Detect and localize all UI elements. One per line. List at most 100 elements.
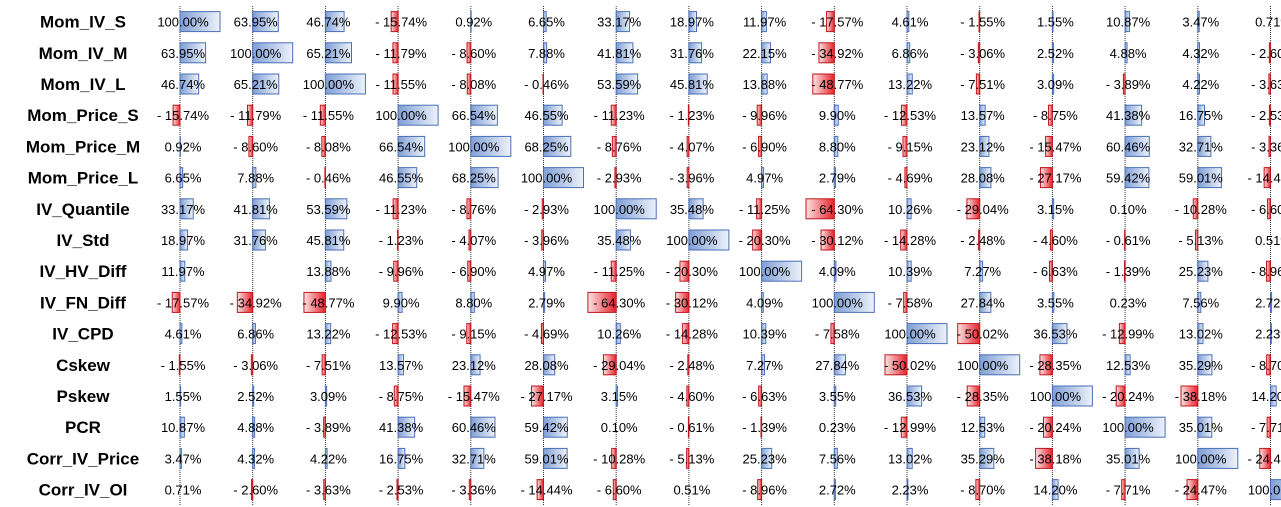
data-bar-negative	[1195, 229, 1199, 251]
data-bar-positive	[179, 11, 221, 33]
cell-value: - 4.69%	[888, 171, 933, 186]
data-bar-positive	[833, 135, 839, 157]
data-bar-positive	[324, 73, 366, 95]
data-bar-positive	[615, 73, 639, 95]
data-bar-positive	[470, 104, 498, 126]
data-bar-negative	[248, 135, 254, 157]
data-bar-negative	[1039, 167, 1053, 189]
cell-value: 2.52%	[237, 389, 274, 404]
cell-value: 33.17%	[161, 202, 206, 217]
cell-value: - 64.30%	[593, 295, 645, 310]
data-bar-positive	[543, 104, 563, 126]
data-bar-positive	[615, 42, 634, 64]
cell-value: 41.38%	[379, 420, 424, 435]
cell-value: 46.55%	[524, 108, 569, 123]
cell-value: - 30.12%	[811, 233, 863, 248]
cell-value: 100.00%	[1030, 389, 1082, 404]
data-bar-negative	[1186, 479, 1199, 501]
data-bar-positive	[833, 104, 839, 126]
data-bar-negative	[1268, 73, 1272, 95]
cell-value: - 8.70%	[1251, 358, 1281, 373]
row-label: Mom_IV_S	[40, 13, 126, 32]
cell-value: 59.42%	[524, 420, 569, 435]
data-bar-negative	[686, 447, 690, 469]
cell-value: 2.72%	[1255, 295, 1281, 310]
cell-value: - 14.28%	[666, 327, 718, 342]
data-bar-positive	[1270, 291, 1273, 313]
data-bar-negative	[1266, 416, 1271, 438]
data-bar-negative	[805, 198, 835, 220]
cell-value: - 5.13%	[669, 451, 714, 466]
data-bar-positive	[688, 42, 703, 64]
row-label: Mom_Price_L	[28, 169, 139, 188]
data-bar-positive	[1124, 416, 1166, 438]
data-bar-negative	[966, 198, 981, 220]
cell-value: 100.00%	[157, 15, 209, 30]
cell-value: - 4.69%	[524, 327, 569, 342]
row-label: IV_CPD	[52, 325, 113, 344]
data-bar-positive	[1197, 104, 1206, 126]
data-bar-negative	[826, 11, 835, 33]
cell-value: 100.00%	[303, 77, 355, 92]
cell-value: 63.95%	[161, 46, 206, 61]
data-bar-positive	[470, 167, 499, 189]
cell-value: - 20.24%	[1029, 420, 1081, 435]
cell-value: 100.00%	[521, 171, 573, 186]
data-bar-positive	[833, 447, 838, 469]
cell-value: - 8.60%	[451, 46, 496, 61]
data-bar-negative	[466, 198, 472, 220]
data-bar-negative	[1259, 447, 1271, 469]
data-bar-negative	[463, 385, 472, 407]
data-bar-positive	[179, 167, 184, 189]
data-bar-negative	[1266, 354, 1271, 376]
data-bar-positive	[1270, 385, 1277, 407]
cell-value: 1.55%	[165, 389, 202, 404]
data-bar-positive	[1051, 291, 1055, 313]
cell-value: 4.09%	[819, 264, 856, 279]
cell-value: 12.53%	[1106, 358, 1151, 373]
cell-value: 0.51%	[1255, 233, 1281, 248]
cell-value: - 10.28%	[1175, 202, 1227, 217]
row-label: IV_FN_Diff	[40, 293, 126, 312]
cell-value: - 20.30%	[739, 233, 791, 248]
cell-value: 9.90%	[819, 108, 856, 123]
cell-value: 59.01%	[524, 451, 569, 466]
cell-value: 14.20%	[1251, 389, 1281, 404]
data-bar-negative	[977, 42, 981, 64]
cell-value: 0.92%	[455, 15, 492, 30]
cell-value: 32.71%	[1179, 139, 1224, 154]
cell-value: - 27.17%	[1029, 171, 1081, 186]
cell-value: 13.57%	[379, 358, 424, 373]
data-bar-negative	[393, 385, 399, 407]
cell-value: 13.88%	[306, 264, 351, 279]
cell-labels: 100.00% 63.95% 46.74% - 15.74% 0.92% 6.65% 33.…	[157, 15, 1281, 498]
data-bar-positive	[906, 42, 911, 64]
cell-value: 4.97%	[746, 171, 783, 186]
cell-value: 3.55%	[1037, 295, 1074, 310]
data-bar-positive	[906, 260, 912, 282]
cell-value: - 6.90%	[451, 264, 496, 279]
cell-value: 14.20%	[1033, 483, 1078, 498]
cell-value: 65.21%	[234, 77, 279, 92]
cell-value: - 8.08%	[451, 77, 496, 92]
data-bar-positive	[1197, 416, 1213, 438]
data-bar-positive	[324, 323, 332, 345]
cell-value: - 7.71%	[1106, 483, 1151, 498]
data-bar-positive	[979, 354, 1021, 376]
cell-value: - 3.89%	[306, 420, 351, 435]
data-bar-negative	[884, 354, 908, 376]
cell-value: 100.00%	[375, 108, 427, 123]
cell-value: 27.84%	[961, 295, 1006, 310]
data-bar-negative	[321, 354, 326, 376]
data-bar-negative	[540, 323, 545, 345]
cell-value: 68.25%	[524, 139, 569, 154]
cell-value: 28.08%	[961, 171, 1006, 186]
data-bar-positive	[1124, 135, 1150, 157]
data-bar-negative	[392, 73, 399, 95]
cell-value: - 24.47%	[1247, 451, 1281, 466]
data-bar-negative	[1039, 354, 1053, 376]
cell-value: 7.56%	[819, 451, 856, 466]
cell-value: - 12.53%	[884, 108, 936, 123]
cell-value: 31.76%	[234, 233, 279, 248]
